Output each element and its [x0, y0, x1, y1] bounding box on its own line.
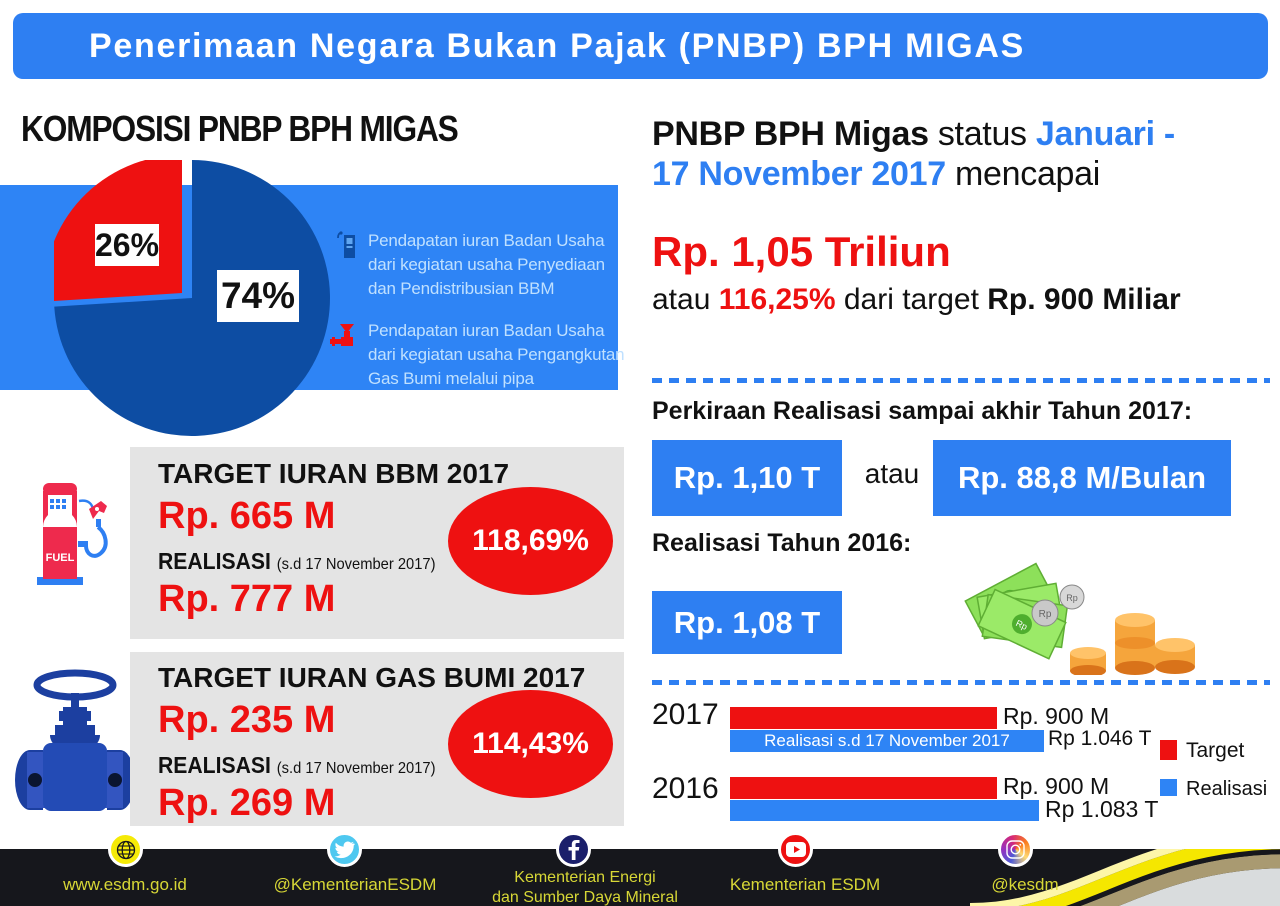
svg-text:Rp: Rp — [1039, 609, 1052, 620]
svg-text:FUEL: FUEL — [46, 552, 75, 564]
svg-text:Rp: Rp — [1066, 593, 1078, 603]
